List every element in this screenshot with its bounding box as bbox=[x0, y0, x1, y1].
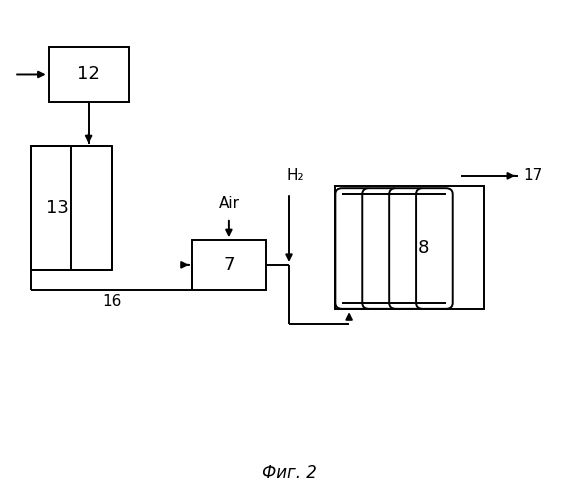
FancyBboxPatch shape bbox=[335, 188, 372, 309]
Text: 12: 12 bbox=[77, 66, 100, 84]
Text: 13: 13 bbox=[46, 199, 69, 217]
FancyBboxPatch shape bbox=[335, 186, 484, 310]
Text: Фиг. 2: Фиг. 2 bbox=[262, 464, 316, 481]
Text: 7: 7 bbox=[223, 256, 235, 274]
FancyBboxPatch shape bbox=[31, 146, 72, 270]
FancyBboxPatch shape bbox=[362, 188, 399, 309]
Text: Air: Air bbox=[218, 196, 239, 210]
Text: H₂: H₂ bbox=[286, 168, 304, 184]
FancyBboxPatch shape bbox=[192, 240, 266, 290]
Text: 8: 8 bbox=[418, 238, 429, 256]
FancyBboxPatch shape bbox=[72, 146, 112, 270]
FancyBboxPatch shape bbox=[49, 48, 129, 102]
FancyBboxPatch shape bbox=[416, 188, 453, 309]
FancyBboxPatch shape bbox=[389, 188, 426, 309]
Text: 16: 16 bbox=[102, 294, 121, 310]
Text: 17: 17 bbox=[524, 168, 543, 184]
